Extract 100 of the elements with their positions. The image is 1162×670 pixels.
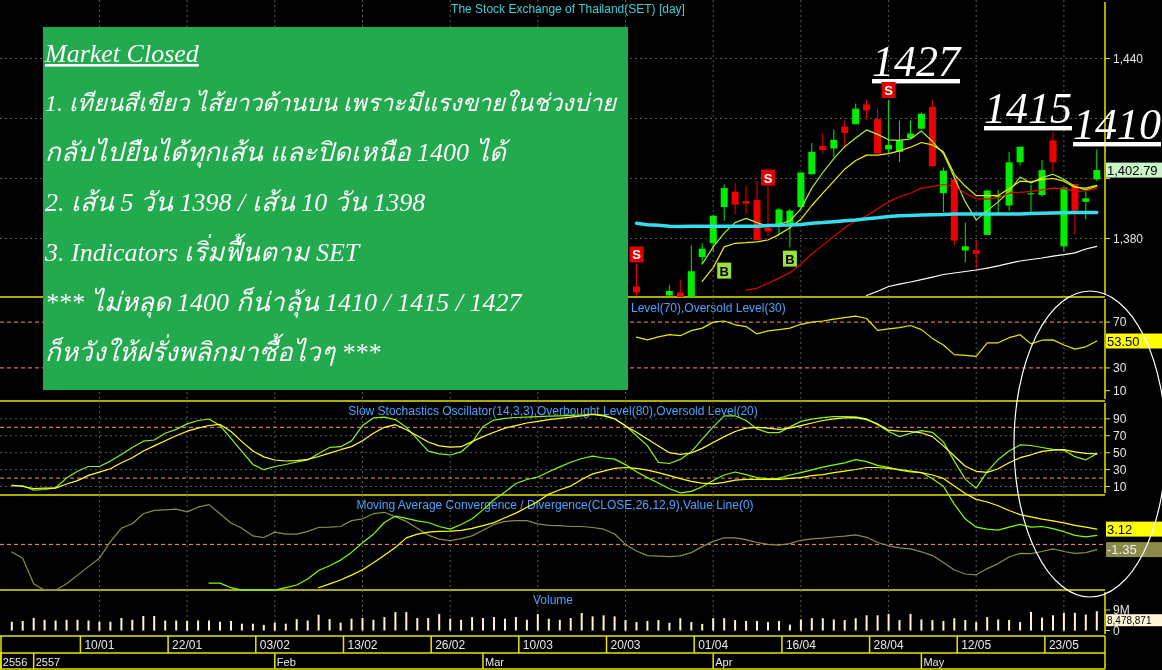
bar xyxy=(1019,622,1022,631)
bar xyxy=(10,621,13,631)
bar xyxy=(898,620,901,631)
bar xyxy=(668,622,671,631)
x-tick-label: 03/02 xyxy=(259,638,291,652)
candlestick xyxy=(830,128,838,158)
text: 53.50 xyxy=(1107,333,1140,349)
bar xyxy=(799,619,802,631)
candlestick xyxy=(775,207,783,236)
bar xyxy=(339,622,342,631)
y-tick-label: 30 xyxy=(1113,462,1127,477)
y-tick-label: 10 xyxy=(1113,479,1127,494)
bar xyxy=(43,619,46,631)
bar xyxy=(186,621,189,631)
bar xyxy=(613,616,616,631)
bar xyxy=(865,615,868,631)
bar xyxy=(1084,614,1087,631)
bar xyxy=(975,622,978,631)
bar xyxy=(394,612,397,631)
bar xyxy=(1008,620,1011,631)
candlestick xyxy=(1082,191,1090,220)
bar xyxy=(810,618,813,631)
y-tick-label: 70 xyxy=(1113,315,1127,330)
annotation: 1415 xyxy=(984,84,1072,133)
text: 3. Indicators เริ่มฟื้นตาม SET xyxy=(44,233,361,267)
bar xyxy=(701,623,704,631)
candlestick xyxy=(731,182,739,215)
bar xyxy=(131,619,134,631)
bar xyxy=(646,621,649,631)
bar xyxy=(175,620,178,631)
annotation: S xyxy=(763,170,773,186)
text: 2556 xyxy=(2,656,28,668)
bar xyxy=(405,612,408,631)
bar xyxy=(997,619,1000,631)
text: 1. เทียนสีเขียว ไส้ยาวด้านบน เพราะมีแรงขายในช่วงบ่าย xyxy=(45,89,618,116)
text: 2. เส้น 5 วัน 1398 / เส้น 10 วัน 1398 xyxy=(45,188,426,217)
bar xyxy=(153,616,156,631)
bar xyxy=(350,618,353,631)
candlestick xyxy=(819,132,827,155)
bar xyxy=(920,619,923,631)
chart-title: Level(70),Oversold Level(30) xyxy=(631,301,786,315)
bar xyxy=(909,613,912,631)
bar xyxy=(240,623,243,631)
candlestick xyxy=(742,185,750,215)
bar xyxy=(624,620,627,631)
bar xyxy=(986,617,989,631)
bar xyxy=(569,618,572,631)
text: 2557 xyxy=(35,656,61,668)
bar xyxy=(821,618,824,631)
y-tick-label: 1,440 xyxy=(1113,51,1144,66)
bar xyxy=(65,619,68,631)
bar xyxy=(219,621,221,631)
bar xyxy=(361,618,364,631)
text: Mar xyxy=(485,656,505,668)
x-tick-label: 28/04 xyxy=(873,638,904,652)
x-tick-label: 26/02 xyxy=(435,638,466,652)
bar xyxy=(832,619,835,631)
bar xyxy=(262,624,265,631)
bar xyxy=(657,620,660,631)
line-series xyxy=(701,141,1098,282)
bar xyxy=(843,620,846,631)
x-tick-label: 10/01 xyxy=(84,638,115,652)
bar xyxy=(471,617,474,631)
bar xyxy=(54,620,57,631)
x-tick-label: 13/02 xyxy=(347,638,378,652)
bar xyxy=(109,621,112,631)
bar xyxy=(602,615,605,631)
bar xyxy=(493,617,495,631)
candlestick xyxy=(1049,131,1057,173)
bar xyxy=(690,622,693,631)
bar xyxy=(460,619,463,631)
chart-title: Volume xyxy=(532,593,574,607)
chart-title: The Stock Exchange of Thailand(SET) [day] xyxy=(451,2,685,16)
bar xyxy=(438,614,441,631)
text: *** ไม่หลุด 1400 ก็น่าลุ้น 1410 / 1415 / 1427 xyxy=(45,286,523,318)
bar xyxy=(854,618,857,631)
x-tick-label: 22/01 xyxy=(172,638,203,652)
x-tick-label: 01/04 xyxy=(698,638,729,652)
candlestick xyxy=(863,99,871,121)
x-tick-label: 16/04 xyxy=(785,638,817,652)
bar xyxy=(756,621,758,631)
bar xyxy=(295,619,298,631)
y-tick-label: 9M xyxy=(1113,603,1130,617)
y-tick-label: 10 xyxy=(1113,383,1127,398)
bar xyxy=(306,620,309,631)
line-series xyxy=(635,315,1098,357)
bar xyxy=(767,622,769,631)
text: กลับไปยืนได้ทุกเส้น และปิดเหนือ 1400 ได้ xyxy=(45,137,511,168)
annotation: B xyxy=(785,251,795,267)
bar xyxy=(964,620,967,631)
bar xyxy=(32,618,35,631)
bar xyxy=(558,619,561,631)
text: Apr xyxy=(715,656,733,668)
bar xyxy=(1062,612,1065,631)
candlestick xyxy=(961,222,969,263)
bar xyxy=(723,618,726,631)
x-tick-label: 10/03 xyxy=(522,638,554,652)
candlestick xyxy=(808,142,816,175)
bar xyxy=(745,621,748,631)
bar xyxy=(536,614,539,631)
